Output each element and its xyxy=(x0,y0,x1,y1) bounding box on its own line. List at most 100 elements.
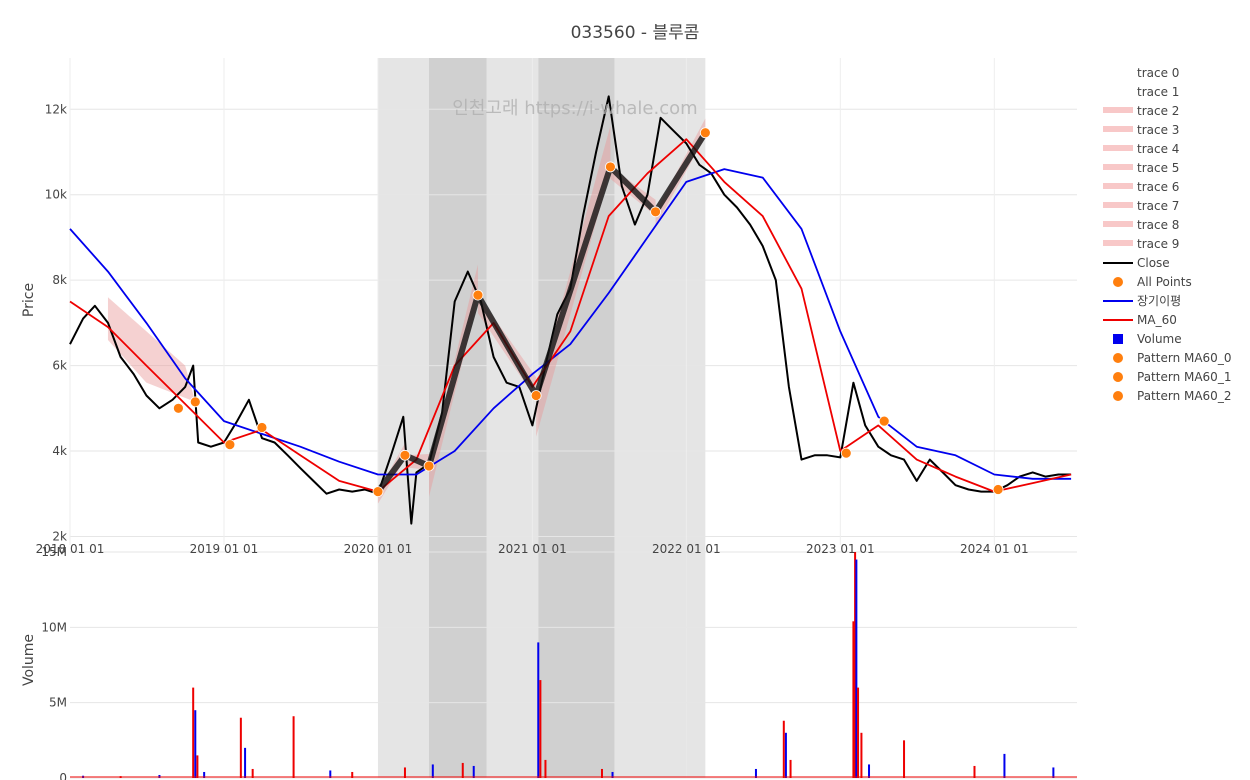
point-marker-1 xyxy=(189,396,201,408)
price-tick-label-1: 4k xyxy=(52,444,67,458)
volume-tick-label-0: 0 xyxy=(59,771,67,780)
legend-label-9: trace 9 xyxy=(1137,237,1179,251)
legend-item-17[interactable]: Pattern MA60_2 xyxy=(1113,389,1231,403)
x-tick-label-3: 2021 01 01 xyxy=(498,542,567,556)
legend-swatch-4 xyxy=(1103,145,1133,151)
legend-swatch-15 xyxy=(1113,353,1123,363)
legend-swatch-11 xyxy=(1113,277,1123,287)
x-tick-label-6: 2024 01 01 xyxy=(960,542,1029,556)
volume-bar-23 xyxy=(782,720,785,778)
legend-swatch-2 xyxy=(1103,107,1133,113)
volume-bar-15 xyxy=(461,762,464,778)
legend-label-7: trace 7 xyxy=(1137,199,1179,213)
point-marker-10 xyxy=(650,206,661,218)
legend-item-3[interactable]: trace 3 xyxy=(1103,123,1179,137)
volume-bar-21 xyxy=(611,771,614,778)
legend-label-15: Pattern MA60_0 xyxy=(1137,351,1231,365)
legend-item-15[interactable]: Pattern MA60_0 xyxy=(1113,351,1231,365)
volume-bar-9 xyxy=(251,768,254,778)
volume-bar-26 xyxy=(852,621,855,778)
legend-swatch-6 xyxy=(1103,183,1133,189)
legend-label-16: Pattern MA60_1 xyxy=(1137,370,1231,384)
legend-item-6[interactable]: trace 6 xyxy=(1103,180,1179,194)
volume-bar-22 xyxy=(754,768,757,778)
legend-label-4: trace 4 xyxy=(1137,142,1179,156)
legend-label-5: trace 5 xyxy=(1137,161,1179,175)
volume-bar-19 xyxy=(544,759,547,778)
volume-bar-5 xyxy=(196,755,199,778)
point-marker-6 xyxy=(423,460,435,472)
legend-swatch-9 xyxy=(1103,240,1133,246)
volume-bar-14 xyxy=(431,764,434,778)
point-marker-11 xyxy=(699,127,711,139)
legend-label-17: Pattern MA60_2 xyxy=(1137,389,1231,403)
legend-swatch-14 xyxy=(1113,334,1123,344)
volume-bar-4 xyxy=(194,710,197,778)
legend-item-13[interactable]: MA_60 xyxy=(1103,313,1177,327)
x-tick-label-0: 2018 01 01 xyxy=(36,542,105,556)
volume-bar-30 xyxy=(860,732,863,778)
legend-label-11: All Points xyxy=(1137,275,1192,289)
legend-item-16[interactable]: Pattern MA60_1 xyxy=(1113,370,1231,384)
legend-label-6: trace 6 xyxy=(1137,180,1179,194)
price-tick-label-4: 10k xyxy=(45,188,67,202)
legend-label-13: MA_60 xyxy=(1137,313,1177,327)
point-marker-9 xyxy=(605,161,616,173)
volume-bar-18 xyxy=(539,680,542,778)
volume-axis-title: Volume xyxy=(21,634,37,686)
volume-bar-3 xyxy=(192,687,195,778)
legend-label-8: trace 8 xyxy=(1137,218,1179,232)
legend-item-1[interactable]: trace 1 xyxy=(1137,85,1179,99)
series-line-2 xyxy=(69,138,1072,493)
x-tick-label-1: 2019 01 01 xyxy=(190,542,259,556)
volume-tick-label-2: 10M xyxy=(41,620,67,634)
legend-item-5[interactable]: trace 5 xyxy=(1103,161,1179,175)
legend-item-9[interactable]: trace 9 xyxy=(1103,237,1179,251)
legend-label-0: trace 0 xyxy=(1137,66,1179,80)
volume-bar-11 xyxy=(329,770,332,778)
volume-bars xyxy=(70,552,1077,778)
volume-bar-31 xyxy=(868,764,871,778)
legend-swatch-16 xyxy=(1113,372,1123,382)
point-marker-5 xyxy=(399,449,411,461)
volume-tick-label-3: 15M xyxy=(41,545,67,559)
volume-bar-10 xyxy=(292,716,295,778)
x-tick-label-4: 2022 01 01 xyxy=(652,542,721,556)
shaded-regions xyxy=(377,58,706,778)
volume-bar-20 xyxy=(600,768,603,778)
legend-label-1: trace 1 xyxy=(1137,85,1179,99)
volume-bar-8 xyxy=(244,747,247,778)
legend[interactable]: trace 0 trace 1 trace 2 trace 3 trace 4 trace… xyxy=(1103,66,1231,403)
price-axis-title: Price xyxy=(21,283,37,317)
pattern-band-early xyxy=(107,297,196,402)
point-marker-13 xyxy=(878,415,890,427)
volume-bar-27 xyxy=(854,552,857,778)
legend-swatch-7 xyxy=(1103,202,1133,208)
legend-item-12[interactable]: 장기이평 xyxy=(1103,294,1181,308)
volume-bar-7 xyxy=(239,717,242,778)
legend-item-14[interactable]: Volume xyxy=(1113,332,1182,346)
legend-item-11[interactable]: All Points xyxy=(1113,275,1192,289)
legend-item-4[interactable]: trace 4 xyxy=(1103,142,1179,156)
volume-bar-32 xyxy=(903,740,906,778)
legend-label-2: trace 2 xyxy=(1137,104,1179,118)
shaded-region-4 xyxy=(614,58,687,778)
legend-item-8[interactable]: trace 8 xyxy=(1103,218,1179,232)
legend-item-0[interactable]: trace 0 xyxy=(1137,66,1179,80)
legend-item-2[interactable]: trace 2 xyxy=(1103,104,1179,118)
legend-item-10[interactable]: Close xyxy=(1103,256,1170,270)
legend-label-10: Close xyxy=(1137,256,1170,270)
shaded-region-3 xyxy=(538,58,615,778)
point-marker-8 xyxy=(530,390,542,401)
legend-item-7[interactable]: trace 7 xyxy=(1103,199,1179,213)
point-marker-0 xyxy=(173,402,184,414)
price-tick-label-2: 6k xyxy=(52,359,67,373)
legend-label-14: Volume xyxy=(1137,332,1182,346)
legend-label-3: trace 3 xyxy=(1137,123,1179,137)
point-marker-4 xyxy=(372,486,384,498)
volume-bar-28 xyxy=(855,559,858,778)
pattern-points xyxy=(173,127,1004,498)
series-line-1 xyxy=(69,168,1072,480)
legend-swatch-17 xyxy=(1113,391,1123,401)
